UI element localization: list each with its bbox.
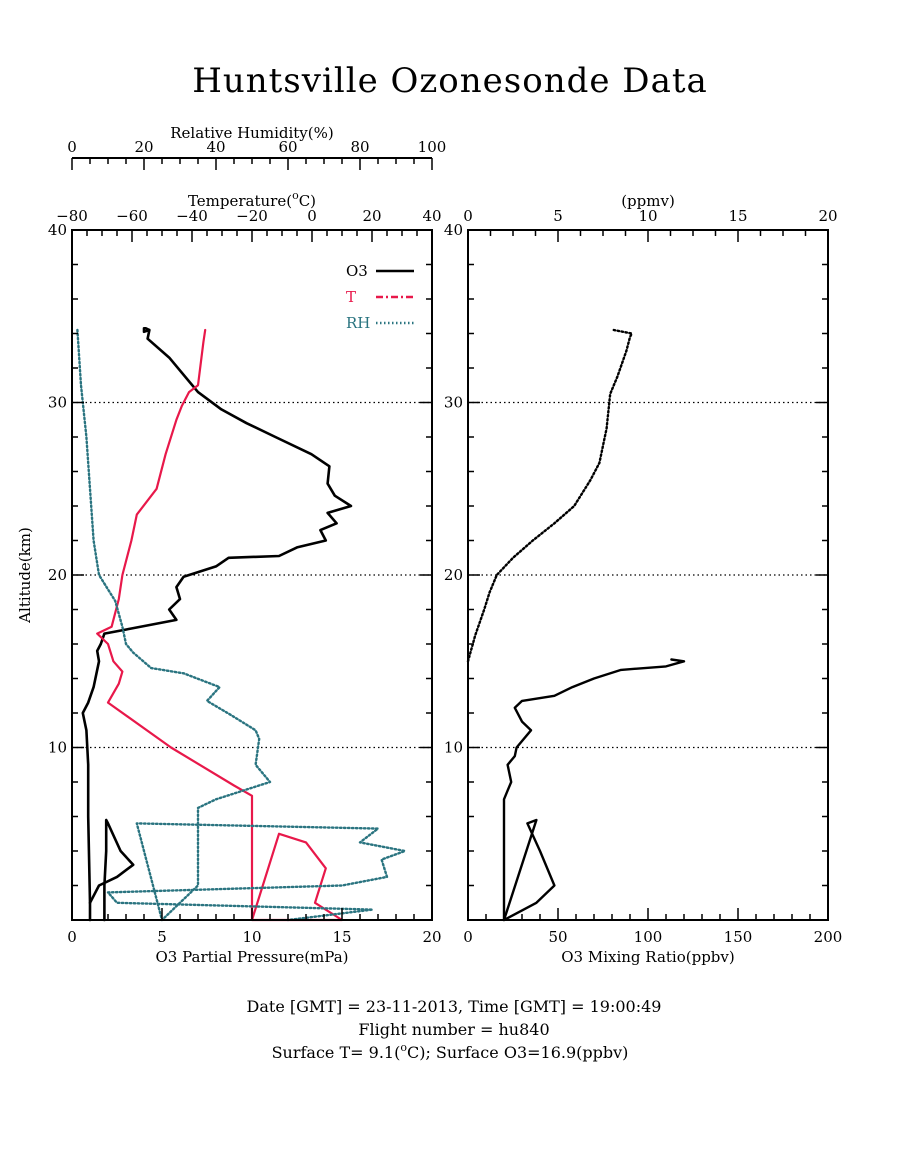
- temperature-axis-tick-label: 40: [422, 207, 441, 225]
- right-xtick-label: 50: [548, 928, 567, 946]
- left-ytick-label: 10: [48, 739, 67, 757]
- humidity-axis-tick-label: 0: [67, 138, 77, 156]
- humidity-axis-tick-label: 60: [278, 138, 297, 156]
- legend-label-o3: O3: [346, 262, 368, 280]
- footer-surface-values: Surface T= 9.1(oC); Surface O3=16.9(ppbv…: [272, 1041, 629, 1062]
- temperature-axis-tick-label: 20: [362, 207, 381, 225]
- ppmv-axis-tick-label: 20: [818, 207, 837, 225]
- temperature-axis-tick-label: −40: [176, 207, 208, 225]
- humidity-axis-tick-label: 40: [206, 138, 225, 156]
- legend-label-rh: RH: [346, 314, 370, 332]
- footer-surface-b: C); Surface O3=16.9(ppbv): [407, 1043, 628, 1062]
- o3-mixing-ratio-ppbv-line: [502, 658, 686, 922]
- right-xtick-label: 200: [814, 928, 843, 946]
- left-xtick-label: 15: [332, 928, 351, 946]
- temperature-line: [96, 328, 344, 922]
- temperature-axis-tick-label: 0: [307, 207, 317, 225]
- humidity-axis-tick-label: 100: [418, 138, 447, 156]
- right-ytick-label: 30: [444, 394, 463, 412]
- right-xtick-label: 150: [724, 928, 753, 946]
- legend-label-t: T: [346, 288, 356, 306]
- footer-surface-a: Surface T= 9.1(: [272, 1043, 401, 1062]
- ppmv-axis-tick-label: 10: [638, 207, 657, 225]
- ppmv-axis-tick-label: 0: [463, 207, 473, 225]
- left-xtick-label: 5: [157, 928, 167, 946]
- o3-partial-pressure-line: [81, 326, 353, 922]
- ppmv-axis-tick-label: 5: [553, 207, 563, 225]
- humidity-axis-tick-label: 80: [350, 138, 369, 156]
- footer-flight-number: Flight number = hu840: [358, 1020, 549, 1039]
- temperature-axis-tick-label: −20: [236, 207, 268, 225]
- o3-partial-pressure-line: [88, 818, 135, 922]
- humidity-line: [76, 328, 407, 922]
- right-xtick-label: 100: [634, 928, 663, 946]
- left-panel: 10 20 30 40 0 5 10 15 20 −80 −60 −40 −20 0 20 40 0 20 40 60…: [16, 124, 446, 966]
- y-axis-title: Altitude(km): [16, 527, 34, 624]
- ppmv-axis-tick-label: 15: [728, 207, 747, 225]
- legend: O3 T RH: [346, 262, 414, 332]
- temperature-axis-title: Temperature(oC): [188, 189, 316, 210]
- footer-date-time: Date [GMT] = 23-11-2013, Time [GMT] = 19…: [247, 997, 662, 1016]
- right-ytick-label: 40: [444, 221, 463, 239]
- left-x-axis-title: O3 Partial Pressure(mPa): [155, 948, 348, 966]
- temperature-axis-tick-label: −80: [56, 207, 88, 225]
- footer-surface-sup: o: [400, 1041, 407, 1054]
- left-xtick-label: 10: [242, 928, 261, 946]
- left-ytick-label: 40: [48, 221, 67, 239]
- right-xtick-label: 0: [463, 928, 473, 946]
- right-x-axis-title: O3 Mixing Ratio(ppbv): [561, 948, 734, 966]
- humidity-axis-title: Relative Humidity(%): [170, 124, 333, 142]
- humidity-axis-tick-label: 20: [134, 138, 153, 156]
- left-xtick-label: 0: [67, 928, 77, 946]
- o3-mixing-ratio-ppbv-line: [502, 818, 556, 922]
- left-ytick-label: 30: [48, 394, 67, 412]
- left-xtick-label: 20: [422, 928, 441, 946]
- left-ytick-label: 20: [48, 566, 67, 584]
- o3-mixing-ratio-ppmv-line: [466, 328, 633, 663]
- chart-title: Huntsville Ozonesonde Data: [192, 61, 708, 101]
- right-ytick-label: 20: [444, 566, 463, 584]
- temperature-axis-tick-label: −60: [116, 207, 148, 225]
- ppmv-axis-title: (ppmv): [621, 192, 675, 210]
- right-ytick-label: 10: [444, 739, 463, 757]
